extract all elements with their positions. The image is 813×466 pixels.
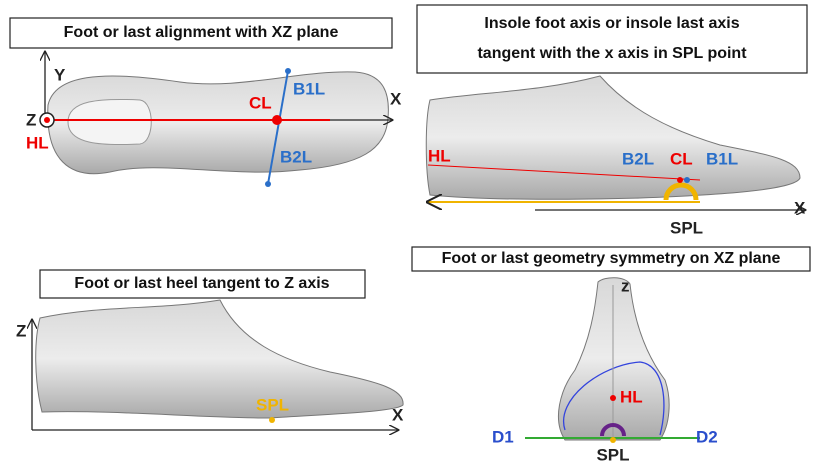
label: CL [249, 93, 272, 112]
panel-title: Foot or last geometry symmetry on XZ pla… [442, 250, 781, 267]
label: D2 [696, 427, 718, 446]
label: X [390, 89, 402, 108]
label: SPL [670, 218, 703, 237]
label: z [621, 276, 630, 295]
label: B2L [280, 147, 312, 166]
figure: Foot or last alignment with XZ plane Y X… [0, 0, 813, 466]
cl-point [272, 115, 282, 125]
b2-point [265, 181, 271, 187]
panel-title: Foot or last alignment with XZ plane [64, 24, 339, 41]
panel-heel-tangent: Foot or last heel tangent to Z axis Z X … [16, 270, 404, 430]
label: X [794, 198, 806, 217]
label: SPL [256, 395, 289, 414]
label: B1L [293, 79, 325, 98]
shoe-side [426, 76, 800, 199]
b-point [684, 177, 690, 183]
panel-side-insole: Insole foot axis or insole last axis tan… [417, 5, 807, 237]
cl-point [677, 177, 683, 183]
hl-point [610, 395, 616, 401]
b1-point [285, 68, 291, 74]
label: HL [620, 387, 643, 406]
panel-title: Foot or last heel tangent to Z axis [74, 275, 329, 292]
spl-point [269, 417, 275, 423]
label: HL [26, 133, 49, 152]
shoe-front [558, 278, 669, 440]
hl-point [44, 117, 50, 123]
label: HL [428, 146, 451, 165]
insole [68, 99, 151, 144]
panel-title: tangent with the x axis in SPL point [477, 45, 747, 62]
panel-top-view: Foot or last alignment with XZ plane Y X… [10, 18, 402, 187]
panel-title: Insole foot axis or insole last axis [484, 15, 739, 32]
panel-front-view: Foot or last geometry symmetry on XZ pla… [412, 247, 810, 464]
label: CL [670, 149, 693, 168]
label: B1L [706, 149, 738, 168]
label: Y [54, 65, 66, 84]
label: B2L [622, 149, 654, 168]
label: D1 [492, 427, 514, 446]
label: Z [26, 110, 36, 129]
spl-point [610, 437, 616, 443]
label: X [392, 405, 404, 424]
shoe-side [36, 300, 403, 418]
label: SPL [596, 445, 629, 464]
label: Z [16, 321, 26, 340]
